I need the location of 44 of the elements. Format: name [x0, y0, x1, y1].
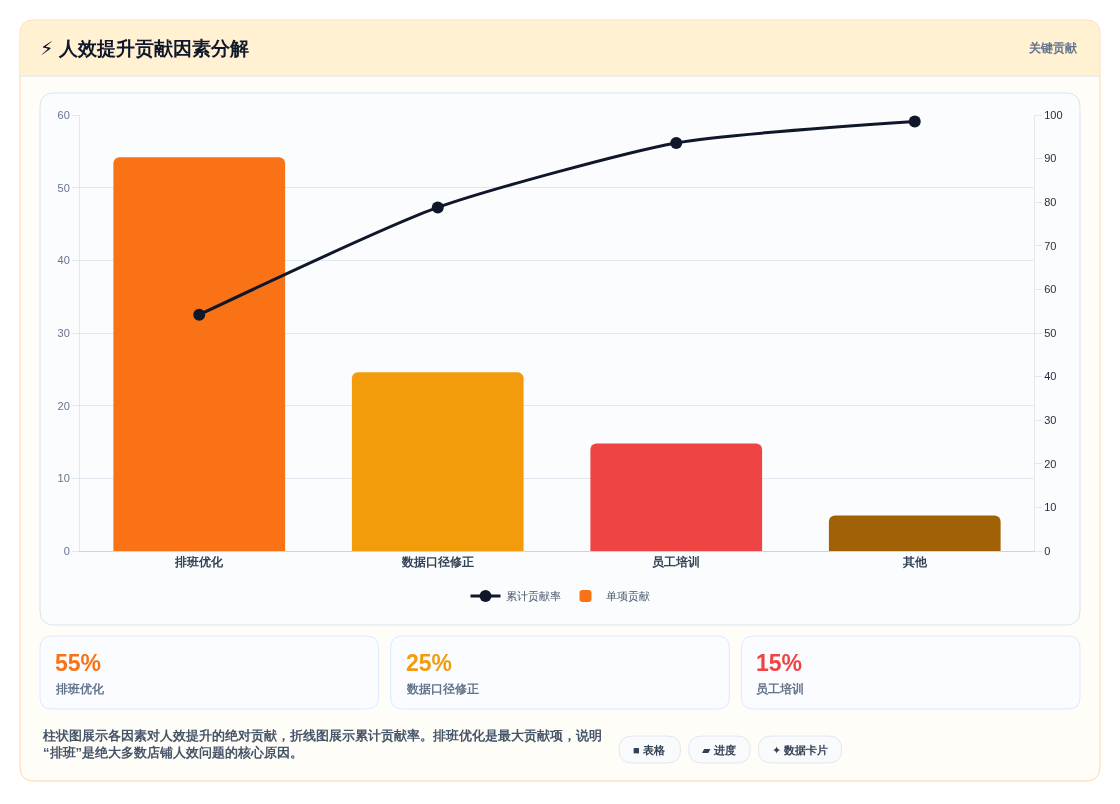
- y2-tick-label: 10: [1044, 501, 1057, 514]
- text: 15%: [756, 650, 803, 676]
- y-tick-label: 10: [57, 472, 70, 485]
- text: 55%: [55, 650, 102, 676]
- y2-tick-label: 60: [1044, 283, 1057, 296]
- y-tick-label: 60: [57, 108, 70, 121]
- y2-tick-label: 30: [1044, 414, 1057, 427]
- legend-label: 累计贡献率: [505, 590, 561, 604]
- y-tick-label: 20: [57, 399, 70, 412]
- y-tick-label: 50: [57, 181, 70, 194]
- text: ▰ 进度: [702, 744, 736, 756]
- chart-title: ⚡ 人效提升贡献因素分解: [40, 37, 249, 59]
- y2-tick-label: 20: [1044, 457, 1057, 470]
- legend-label: 单项贡献: [605, 590, 650, 604]
- point: [670, 136, 683, 149]
- y2-tick-label: 90: [1044, 152, 1057, 165]
- text: 25%: [406, 650, 453, 676]
- text: 排班优化: [55, 682, 105, 696]
- x-tick-label: 数据口径修正: [400, 555, 474, 570]
- x-tick-label: 其他: [901, 555, 928, 570]
- text: 关键贡献: [1028, 41, 1078, 55]
- text: ■ 表格: [633, 744, 666, 756]
- text: ✦ 数据卡片: [772, 744, 829, 756]
- text: 数据口径修正: [406, 682, 479, 696]
- y-tick-label: 30: [57, 326, 70, 339]
- bar: [590, 443, 763, 551]
- y2-tick-label: 0: [1044, 544, 1051, 557]
- y2-tick-label: 70: [1044, 239, 1057, 252]
- point: [908, 115, 921, 128]
- x-tick-label: 员工培训: [652, 555, 701, 570]
- text: 柱状图展示各因素对人效提升的绝对贡献，折线图展示累计贡献率。排班优化是最大贡献项，说明“排班”是绝大多数店铺人效问题的核心原因。: [42, 728, 602, 760]
- point: [193, 308, 206, 321]
- y2-tick-label: 80: [1044, 196, 1057, 209]
- bar: [113, 157, 286, 551]
- y-tick-label: 40: [57, 254, 70, 267]
- bar: [828, 515, 1001, 551]
- x-tick-label: 排班优化: [174, 555, 225, 570]
- y-tick-label: 0: [63, 544, 70, 557]
- point: [431, 201, 444, 214]
- text: 员工培训: [756, 682, 804, 696]
- y2-tick-label: 100: [1044, 108, 1063, 121]
- y2-tick-label: 50: [1044, 326, 1057, 339]
- bar: [351, 372, 524, 551]
- y2-tick-label: 40: [1044, 370, 1057, 383]
